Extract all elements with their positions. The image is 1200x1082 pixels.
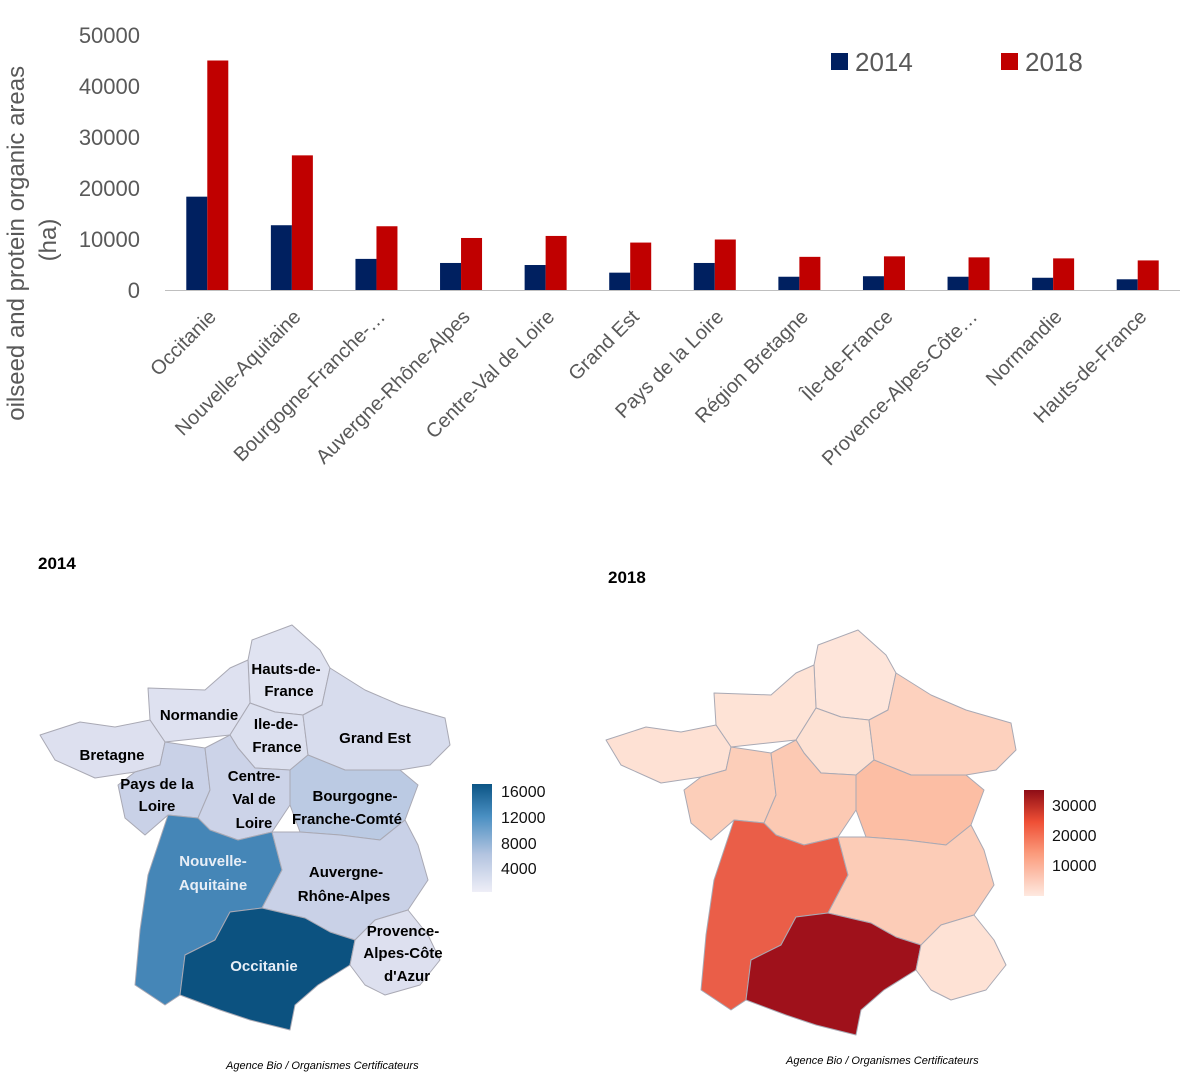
bar-2014-11 [1116, 279, 1138, 290]
region-paca [349, 909, 441, 996]
label-bourgogne-2: Franche-Comté [292, 811, 402, 828]
bars-layer [186, 60, 1159, 290]
region-paca [915, 914, 1007, 1001]
label-nouvelle-aquitaine-1: Nouvelle- [179, 853, 247, 870]
bar-2014-10 [1032, 277, 1054, 290]
map-2018-source: Agence Bio / Organismes Certificateurs [786, 1055, 979, 1067]
colorbar-2014-tick: 16000 [501, 784, 546, 801]
colorbar-2014-tick: 8000 [501, 836, 537, 853]
y-tick-label: 50000 [79, 23, 140, 48]
legend-label-2014: 2014 [855, 47, 913, 77]
map-2018-title: 2018 [608, 568, 646, 587]
map-2014-regions [39, 624, 451, 1031]
legend-swatch-2014 [831, 53, 848, 70]
bar-2014-7 [778, 276, 800, 290]
label-paca-2: Alpes-Côte [363, 945, 442, 962]
bar-2014-8 [862, 276, 884, 290]
colorbar-2014 [472, 784, 492, 892]
bar-2018-5 [630, 242, 652, 290]
legend-label-2018: 2018 [1025, 47, 1083, 77]
bar-2014-6 [693, 262, 715, 290]
label-nouvelle-aquitaine-2: Aquitaine [179, 877, 247, 894]
bar-2014-1 [270, 225, 292, 290]
label-paca-3: d'Azur [384, 968, 430, 985]
label-auvergne-2: Rhône-Alpes [298, 888, 391, 905]
label-paca-1: Provence- [367, 923, 440, 940]
bar-2018-7 [799, 256, 821, 290]
label-grand-est: Grand Est [339, 730, 411, 747]
bar-2018-1 [291, 155, 313, 290]
y-tick-label: 30000 [79, 125, 140, 150]
bar-2018-0 [207, 60, 229, 290]
label-bretagne: Bretagne [79, 747, 144, 764]
colorbar-2014-ticks: 16000 12000 8000 4000 [501, 784, 546, 878]
y-tick-label: 0 [128, 278, 140, 303]
y-tick-label: 10000 [79, 227, 140, 252]
legend: 2014 2018 [831, 47, 1083, 77]
y-tick-labels: 0 10000 20000 30000 40000 50000 [79, 23, 140, 303]
label-bourgogne-1: Bourgogne- [313, 788, 398, 805]
y-tick-label: 20000 [79, 176, 140, 201]
region-centre-val-de-loire [197, 734, 291, 841]
bar-2014-4 [524, 265, 546, 290]
colorbar-2014-tick: 12000 [501, 810, 546, 827]
bar-2014-5 [609, 272, 631, 290]
map-2018-regions [605, 629, 1017, 1036]
bar-2014-2 [355, 258, 377, 290]
label-hauts-de-france-2: France [264, 683, 313, 700]
colorbar-2014-tick: 4000 [501, 861, 537, 878]
y-axis-title-line-1: oilseed and protein organic areas [3, 66, 30, 421]
y-axis-title-line-2: (ha) [35, 219, 62, 262]
label-centre-1: Centre- [228, 768, 281, 785]
label-ile-de-france-1: Ile-de- [254, 716, 298, 733]
bar-2018-8 [883, 256, 905, 290]
bar-2018-9 [968, 257, 990, 290]
colorbar-2018-ticks: 30000 20000 10000 [1052, 798, 1097, 875]
bar-2018-6 [714, 239, 736, 290]
label-occitanie: Occitanie [230, 958, 298, 975]
label-ile-de-france-2: France [252, 739, 301, 756]
bar-2018-10 [1053, 258, 1075, 290]
map-2014-labels: Hauts-de- France Normandie Ile-de- Franc… [79, 661, 442, 985]
colorbar-2018 [1024, 790, 1044, 896]
y-axis-title: oilseed and protein organic areas (ha) [3, 59, 62, 421]
label-pays-de-la-loire-1: Pays de la [120, 776, 194, 793]
colorbar-2018-tick: 30000 [1052, 798, 1097, 815]
label-hauts-de-france-1: Hauts-de- [251, 661, 320, 678]
region-hauts-de-france [813, 629, 897, 721]
map-2014-source: Agence Bio / Organismes Certificateurs [226, 1060, 419, 1072]
bar-2014-3 [440, 262, 462, 290]
label-pays-de-la-loire-2: Loire [139, 798, 176, 815]
label-centre-3: Loire [236, 815, 273, 832]
bar-2018-11 [1137, 260, 1159, 290]
colorbar-2018-tick: 10000 [1052, 858, 1097, 875]
region-grand-est [302, 667, 451, 771]
map-2014-title: 2014 [38, 554, 76, 573]
region-grand-est [868, 672, 1017, 776]
bar-2014-0 [186, 196, 208, 290]
bar-2018-4 [545, 235, 567, 290]
bar-2018-3 [461, 237, 483, 290]
y-tick-label: 40000 [79, 74, 140, 99]
label-auvergne-1: Auvergne- [309, 864, 383, 881]
label-normandie: Normandie [160, 707, 238, 724]
region-centre-val-de-loire [763, 739, 857, 846]
colorbar-2018-tick: 20000 [1052, 828, 1097, 845]
label-centre-2: Val de [232, 791, 275, 808]
map-2014: Hauts-de- France Normandie Ile-de- Franc… [39, 624, 546, 1031]
bar-2014-9 [947, 276, 969, 290]
legend-swatch-2018 [1001, 53, 1018, 70]
bar-2018-2 [376, 226, 398, 290]
